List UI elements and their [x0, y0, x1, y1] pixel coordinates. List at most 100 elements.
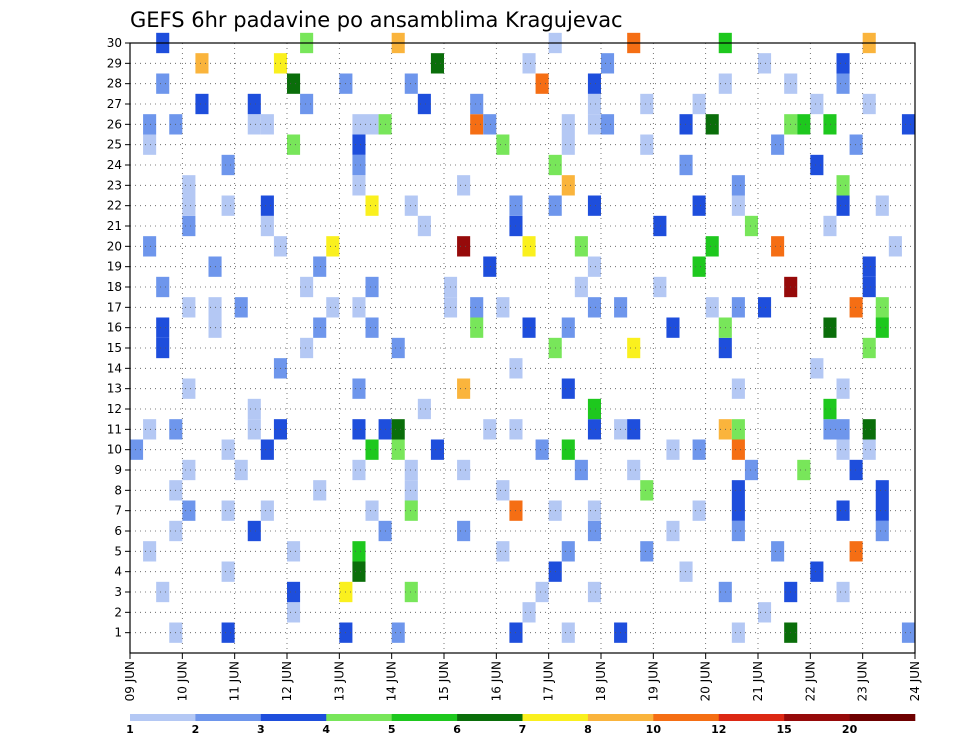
precip-cell — [810, 154, 824, 176]
precip-cell — [731, 378, 745, 399]
precip-cell — [143, 114, 157, 135]
precip-cell — [535, 581, 549, 603]
colorbar-label: 20 — [842, 723, 858, 736]
y-tick-label: 17 — [107, 300, 122, 314]
precip-cell — [156, 317, 170, 338]
precip-cell — [653, 276, 667, 298]
precip-cell — [365, 276, 379, 298]
precip-cell — [875, 520, 889, 542]
precip-cell — [875, 480, 889, 501]
precip-cell — [862, 276, 876, 298]
precip-cell — [287, 581, 301, 603]
precip-cell — [692, 256, 706, 277]
x-tick-label: 11 JUN — [228, 661, 242, 701]
y-tick-label: 15 — [107, 341, 122, 355]
precip-cell — [247, 520, 261, 542]
precip-cell — [875, 195, 889, 216]
x-tick-label: 12 JUN — [280, 661, 294, 701]
precip-cell — [156, 581, 170, 603]
precip-cell — [587, 256, 601, 277]
colorbar-label: 6 — [453, 723, 461, 736]
colorbar-swatch — [587, 714, 654, 721]
precip-cell — [640, 134, 654, 155]
precip-cell — [535, 439, 549, 460]
precip-cell — [404, 195, 418, 216]
precip-cell — [404, 459, 418, 481]
precip-cell — [823, 398, 837, 420]
precip-cell — [143, 541, 157, 562]
precip-cell — [156, 73, 170, 94]
colorbar-swatch — [391, 714, 458, 721]
colorbar-swatch — [784, 714, 850, 721]
y-tick-label: 11 — [107, 422, 122, 436]
x-tick-label: 18 JUN — [594, 661, 608, 701]
precip-cell — [365, 439, 379, 460]
precip-cell — [561, 317, 575, 338]
precip-cell — [731, 195, 745, 216]
precip-cell — [457, 520, 471, 542]
colorbar-label: 4 — [322, 723, 330, 736]
y-tick-label: 14 — [107, 361, 122, 375]
precip-cell — [404, 581, 418, 603]
precip-cell — [260, 500, 274, 521]
precip-cell — [430, 53, 444, 74]
colorbar-swatch — [457, 714, 523, 721]
precip-cell — [627, 459, 641, 481]
precip-cell — [247, 419, 261, 440]
precip-cell — [365, 114, 379, 135]
precip-cell — [771, 236, 785, 257]
y-tick-label: 5 — [114, 544, 122, 558]
precip-cell — [391, 622, 405, 643]
precip-cell — [143, 419, 157, 440]
y-tick-label: 10 — [107, 443, 122, 457]
precip-cell — [561, 114, 575, 135]
precip-cell — [810, 358, 824, 379]
precip-cell — [195, 53, 209, 74]
precip-cell — [849, 134, 863, 155]
precip-cell — [587, 398, 601, 420]
precip-cell — [692, 439, 706, 460]
precip-cell — [404, 73, 418, 94]
y-tick-label: 12 — [107, 402, 122, 416]
precip-cell — [391, 337, 405, 359]
precip-cell — [758, 602, 772, 623]
precip-cell — [640, 480, 654, 501]
x-tick-label: 15 JUN — [437, 661, 451, 701]
precip-cell — [692, 93, 706, 115]
x-tick-label: 22 JUN — [803, 661, 817, 701]
precip-cell — [195, 93, 209, 115]
precip-cell — [640, 541, 654, 562]
precip-cell — [221, 500, 235, 521]
precip-cell — [522, 236, 536, 257]
precip-cell — [587, 297, 601, 318]
precip-cell — [352, 134, 366, 155]
precip-cell — [182, 175, 196, 196]
precip-cell — [875, 500, 889, 521]
precip-cell — [221, 561, 235, 582]
precip-cell — [496, 297, 510, 318]
colorbar-swatch — [260, 714, 327, 721]
y-tick-label: 29 — [107, 56, 122, 70]
precip-cell — [352, 561, 366, 582]
precip-cell — [182, 500, 196, 521]
y-tick-label: 19 — [107, 260, 122, 274]
precip-cell — [247, 93, 261, 115]
precip-cell — [836, 195, 850, 216]
precip-cell — [483, 114, 497, 135]
precip-cell — [470, 317, 484, 338]
colorbar-swatch — [130, 714, 196, 721]
precip-cell — [221, 439, 235, 460]
precip-cell — [130, 439, 144, 460]
y-tick-label: 20 — [107, 239, 122, 253]
precip-cell — [483, 419, 497, 440]
precip-cell — [391, 439, 405, 460]
colorbar-label: 1 — [126, 723, 134, 736]
precip-cell — [260, 114, 274, 135]
precip-cell — [300, 337, 314, 359]
precip-cell — [823, 114, 837, 135]
colorbar-label: 15 — [777, 723, 792, 736]
precip-cell — [326, 297, 340, 318]
precip-cell — [705, 114, 719, 135]
precip-cell — [731, 622, 745, 643]
precip-cell — [182, 195, 196, 216]
